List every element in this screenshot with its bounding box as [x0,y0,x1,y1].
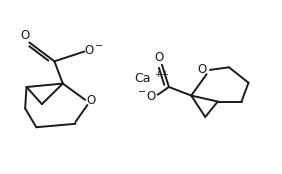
Text: −: − [138,87,146,97]
Text: O: O [85,44,94,57]
Text: O: O [154,51,163,64]
Text: O: O [87,94,96,107]
Text: Ca: Ca [134,72,151,85]
Text: O: O [146,90,155,103]
Text: ++: ++ [155,70,169,79]
Text: O: O [21,29,30,42]
Text: O: O [198,62,207,76]
Text: −: − [94,41,103,51]
